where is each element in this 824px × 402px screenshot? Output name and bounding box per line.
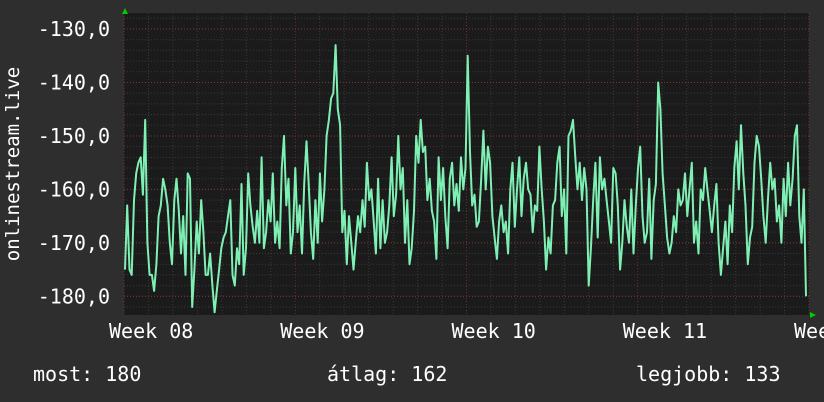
x-tick-labels: Week 08 Week 09 Week 10 Week 11 Week 12 (109, 319, 824, 343)
x-tick-label: Week 09 (280, 319, 364, 343)
y-tick-labels: -130,0 -140,0 -150,0 -160,0 -170,0 -180,0 (38, 17, 110, 308)
series-line (124, 44, 807, 314)
y-tick-label: -130,0 (38, 17, 110, 41)
y-tick-label: -180,0 (38, 284, 110, 308)
x-tick-label: Week 11 (623, 319, 707, 343)
y-axis-arrow-icon (122, 8, 128, 14)
series-line-group (124, 44, 807, 314)
x-tick-label: Week 10 (452, 319, 536, 343)
current-value-text: most: 180 (33, 362, 142, 386)
y-tick-label: -140,0 (38, 70, 110, 94)
x-axis-arrow-icon (810, 312, 816, 318)
best-value-text: legjobb: 133 (636, 362, 781, 386)
axis-arrows (122, 8, 816, 318)
x-tick-label: Week 08 (109, 319, 193, 343)
average-value-text: átlag: 162 (327, 362, 448, 386)
x-tick-label: Week 12 (794, 319, 824, 343)
y-tick-label: -150,0 (38, 124, 110, 148)
y-axis-label: onlinestream.live (2, 67, 24, 261)
y-tick-label: -170,0 (38, 231, 110, 255)
y-tick-label: -160,0 (38, 177, 110, 201)
